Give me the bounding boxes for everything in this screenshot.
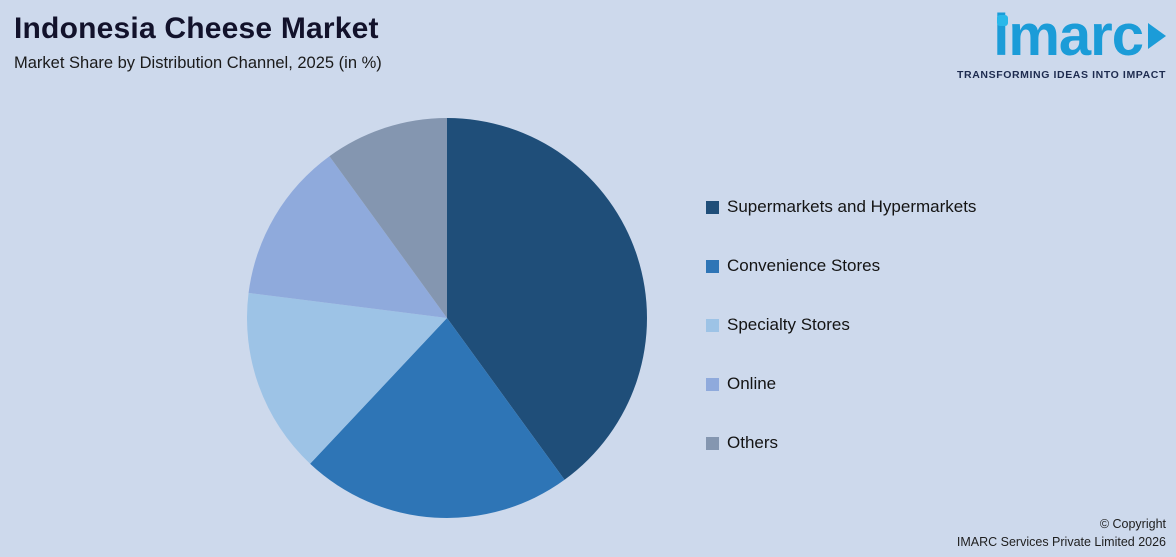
legend-swatch-icon [706, 436, 719, 450]
legend-swatch-icon [706, 259, 719, 273]
legend-label: Online [727, 374, 777, 393]
legend-swatch-icon [706, 318, 719, 332]
imarc-logo: imarc TRANSFORMING IDEAS INTO IMPACT [957, 3, 1166, 81]
pie-slice-supermarkets-and-hypermarkets [447, 118, 647, 480]
page-title: Indonesia Cheese Market [14, 12, 379, 45]
legend-item-online: Online [706, 374, 976, 394]
copyright: © Copyright IMARC Services Private Limit… [957, 515, 1166, 551]
legend-label: Others [727, 433, 779, 452]
pie-slice-others [329, 118, 447, 318]
legend-item-convenience-stores: Convenience Stores [706, 256, 976, 276]
chart-subtitle: Market Share by Distribution Channel, 20… [14, 54, 382, 72]
pie-slice-specialty-stores [247, 292, 447, 464]
imarc-logo-text: imarc [993, 3, 1144, 68]
header: Indonesia Cheese Market Market Share by … [14, 12, 382, 73]
imarc-tagline: TRANSFORMING IDEAS INTO IMPACT [957, 68, 1166, 81]
imarc-logo-row: imarc [993, 3, 1166, 68]
imarc-logo-dot-icon [997, 15, 1009, 26]
legend-label: Convenience Stores [727, 256, 881, 275]
imarc-logo-arrow-icon [1148, 23, 1166, 50]
legend-label: Supermarkets and Hypermarkets [727, 197, 977, 216]
copyright-line-1: © Copyright [1099, 516, 1166, 531]
pie-slice-online [248, 156, 447, 318]
legend-swatch-icon [706, 200, 719, 214]
legend-item-supermarkets-and-hypermarkets: Supermarkets and Hypermarkets [706, 197, 976, 217]
legend-item-specialty-stores: Specialty Stores [706, 315, 976, 335]
pie-chart [247, 118, 647, 518]
legend-item-others: Others [706, 433, 976, 453]
pie-slice-convenience-stores [310, 318, 565, 518]
legend-swatch-icon [706, 377, 719, 391]
legend-label: Specialty Stores [727, 315, 850, 334]
legend: Supermarkets and Hypermarkets Convenience… [706, 197, 976, 453]
copyright-line-2: IMARC Services Private Limited 2026 [956, 534, 1166, 549]
